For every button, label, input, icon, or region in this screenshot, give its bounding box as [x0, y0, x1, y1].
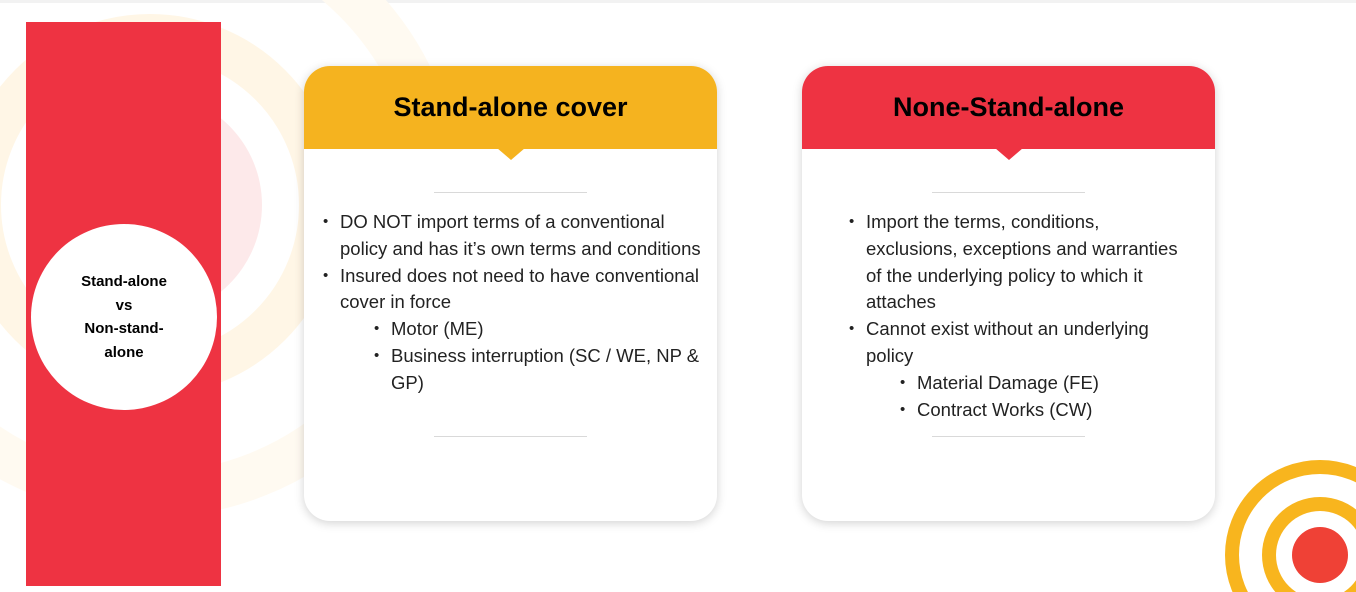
divider-top	[434, 192, 587, 193]
list-item-text: Import the terms, conditions, exclusions…	[866, 211, 1178, 313]
side-title-line: alone	[104, 343, 144, 361]
divider-bottom	[932, 436, 1085, 437]
bullet-list: Import the terms, conditions, exclusions…	[849, 209, 1195, 423]
card-title: None-Stand-alone	[892, 92, 1124, 122]
card-header: Stand-alone cover	[304, 66, 717, 149]
top-border	[0, 0, 1356, 3]
list-item-text: DO NOT import terms of a conventional po…	[340, 211, 701, 259]
list-item: Cannot exist without an underlying polic…	[849, 316, 1195, 370]
list-subitem: Business interruption (SC / WE, NP & GP)	[374, 343, 703, 397]
card-non-stand-alone: None-Stand-alone Import the terms, condi…	[802, 66, 1215, 521]
list-item-text: Material Damage (FE)	[917, 371, 1099, 393]
divider-bottom	[434, 436, 587, 437]
card-stand-alone: Stand-alone cover DO NOT import terms of…	[304, 66, 717, 521]
list-subitem: Contract Works (CW)	[900, 397, 1195, 424]
card-title: Stand-alone cover	[393, 92, 628, 122]
list-item-text: Contract Works (CW)	[917, 398, 1093, 420]
list-item-text: Business interruption (SC / WE, NP & GP)	[391, 344, 700, 393]
side-title-line: Non-stand-	[84, 320, 164, 337]
header-pointer-icon	[994, 148, 1023, 160]
card-header: None-Stand-alone	[802, 66, 1215, 149]
side-title-circle: Stand-alone vs Non-stand- alone	[31, 224, 217, 410]
corner-ring-outer	[1225, 460, 1356, 592]
list-subitem: Motor (ME)	[374, 316, 703, 343]
bullet-list: DO NOT import terms of a conventional po…	[323, 209, 703, 397]
divider-top	[932, 192, 1085, 193]
list-item: DO NOT import terms of a conventional po…	[323, 209, 703, 263]
list-subitem: Material Damage (FE)	[900, 370, 1195, 397]
list-item: Insured does not need to have convention…	[323, 263, 703, 317]
list-item-text: Motor (ME)	[391, 318, 484, 340]
list-item-text: Cannot exist without an underlying polic…	[866, 318, 1149, 366]
corner-dot	[1292, 527, 1348, 583]
side-title-line: Stand-alone	[81, 273, 167, 290]
side-title-line: vs	[115, 296, 133, 314]
header-pointer-icon	[496, 148, 525, 160]
list-item-text: Insured does not need to have convention…	[340, 264, 699, 313]
list-item: Import the terms, conditions, exclusions…	[849, 209, 1195, 316]
